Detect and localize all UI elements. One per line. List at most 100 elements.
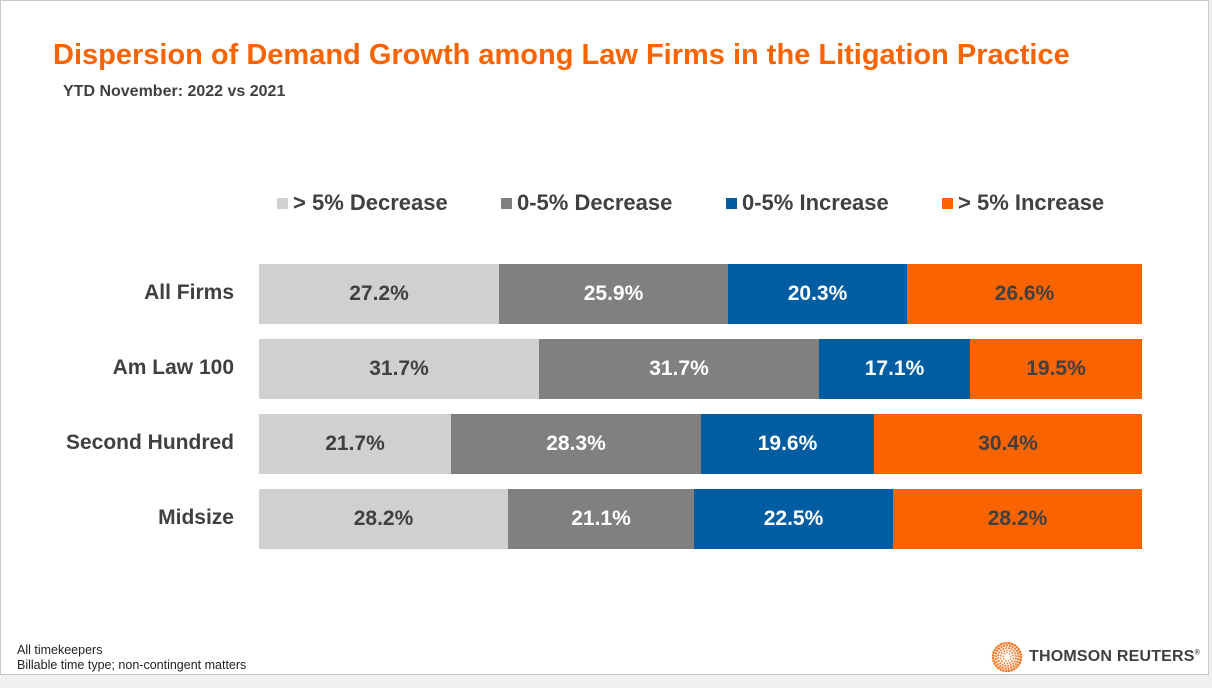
legend-label: > 5% Increase bbox=[958, 190, 1105, 215]
logo-dot bbox=[992, 659, 995, 663]
chart-subtitle: YTD November: 2022 vs 2021 bbox=[63, 83, 286, 100]
logo-dot bbox=[1017, 655, 1020, 658]
logo-dot bbox=[999, 654, 1002, 657]
bar-segment: 28.2% bbox=[259, 489, 508, 549]
logo-dot bbox=[1012, 662, 1015, 665]
logo-dot bbox=[999, 668, 1002, 671]
logo-dot bbox=[1011, 651, 1013, 654]
data-label: 17.1% bbox=[864, 357, 925, 380]
slide: Dispersion of Demand Growth among Law Fi… bbox=[0, 0, 1209, 675]
logo-dot bbox=[1018, 650, 1022, 653]
logo-dot bbox=[1015, 649, 1018, 653]
logo-dot bbox=[1012, 667, 1016, 671]
data-label: 21.1% bbox=[571, 507, 631, 530]
logo-dot bbox=[1019, 658, 1022, 662]
logo-dot bbox=[1003, 650, 1006, 653]
logo-dot bbox=[1013, 647, 1017, 650]
logo-dot bbox=[997, 647, 1001, 650]
logo-dot bbox=[999, 649, 1002, 652]
logo-dot bbox=[993, 648, 997, 652]
logo-dot bbox=[992, 651, 996, 654]
logo-dot bbox=[1012, 665, 1015, 668]
logo-dot bbox=[1009, 664, 1012, 667]
logo-dot bbox=[1010, 668, 1013, 672]
logo-dot bbox=[995, 660, 998, 664]
data-label: 26.6% bbox=[994, 282, 1055, 305]
footnote-line: All timekeepers bbox=[17, 643, 103, 657]
bar-segment: 26.6% bbox=[907, 264, 1142, 324]
thomson-reuters-logo: THOMSON REUTERS® bbox=[991, 641, 1200, 673]
bar-segment: 17.1% bbox=[819, 339, 970, 399]
logo-dot bbox=[1007, 647, 1010, 650]
logo-dot bbox=[991, 654, 995, 657]
legend-label: 0-5% Increase bbox=[742, 190, 889, 215]
logo-dot bbox=[1005, 644, 1009, 647]
bar-segment: 22.5% bbox=[694, 489, 893, 549]
bar-segment: 21.7% bbox=[259, 414, 451, 474]
logo-dot bbox=[1010, 642, 1014, 646]
logo-dot bbox=[997, 659, 1000, 662]
logo-dot bbox=[998, 651, 1001, 654]
data-label: 19.5% bbox=[1026, 357, 1086, 380]
legend-item: 0-5% Decrease bbox=[501, 190, 672, 216]
bar-segment: 31.7% bbox=[259, 339, 539, 399]
logo-dot bbox=[1011, 660, 1014, 662]
bar-segment: 27.2% bbox=[259, 264, 499, 324]
data-label: 30.4% bbox=[978, 432, 1038, 455]
logo-dot bbox=[1008, 641, 1011, 645]
bar-segment: 20.3% bbox=[728, 264, 907, 324]
data-label: 31.7% bbox=[649, 357, 709, 380]
logo-dot bbox=[1006, 652, 1008, 654]
data-label: 28.3% bbox=[546, 432, 606, 455]
bar-segment: 31.7% bbox=[539, 339, 819, 399]
logo-dot bbox=[1002, 647, 1005, 650]
logo-dot bbox=[1011, 645, 1014, 649]
logo-dot bbox=[1002, 655, 1004, 658]
logo-dot bbox=[1004, 667, 1007, 670]
legend-swatch bbox=[501, 197, 512, 209]
bar-segment: 19.5% bbox=[970, 339, 1142, 399]
logo-dot bbox=[1002, 658, 1005, 660]
logo-dot bbox=[1008, 644, 1012, 648]
legend-item: > 5% Decrease bbox=[277, 190, 448, 216]
logo-dot bbox=[1004, 669, 1008, 673]
logo-dot bbox=[1002, 642, 1005, 645]
category-label: Second Hundred bbox=[65, 431, 234, 454]
logo-dot bbox=[1010, 666, 1013, 669]
logo-dot bbox=[994, 657, 997, 661]
category-label: Midsize bbox=[158, 506, 234, 529]
bar-segment: 25.9% bbox=[499, 264, 728, 324]
logo-dot bbox=[993, 662, 996, 665]
data-label: 27.2% bbox=[349, 282, 409, 305]
logo-dot bbox=[996, 666, 1000, 670]
logo-dot bbox=[1000, 645, 1003, 649]
logo-dot bbox=[1012, 654, 1015, 657]
logo-dot bbox=[1001, 666, 1004, 669]
logo-dot bbox=[999, 657, 1002, 660]
data-label: 28.2% bbox=[987, 507, 1048, 530]
logo-dot bbox=[1003, 653, 1006, 655]
legend-item: 0-5% Increase bbox=[726, 190, 889, 216]
logo-dot bbox=[995, 646, 998, 650]
footnote: All timekeepers Billable time type; non-… bbox=[17, 643, 246, 673]
data-label: 19.6% bbox=[757, 432, 818, 455]
logo-text: THOMSON REUTERS bbox=[1029, 648, 1195, 665]
logo-dot bbox=[1013, 660, 1016, 663]
logo-dot bbox=[991, 656, 995, 660]
legend-label: 0-5% Decrease bbox=[517, 190, 673, 215]
logo-dot bbox=[1016, 652, 1020, 655]
logo-dot bbox=[996, 649, 999, 652]
logo-dot bbox=[1001, 669, 1005, 672]
bar-segment: 21.1% bbox=[508, 489, 694, 549]
chart-title: Dispersion of Demand Growth among Law Fi… bbox=[53, 39, 1070, 71]
logo-dot bbox=[1009, 658, 1012, 660]
logo-dot bbox=[1018, 661, 1022, 665]
logo-dot bbox=[1017, 657, 1020, 661]
logo-dot bbox=[1001, 663, 1004, 666]
logo-dot bbox=[999, 662, 1002, 665]
logo-dot bbox=[1015, 665, 1018, 669]
logo-dot bbox=[1006, 664, 1010, 667]
data-label: 21.7% bbox=[325, 432, 385, 455]
logo-dot bbox=[1006, 649, 1008, 652]
logo-dot bbox=[1012, 649, 1015, 652]
